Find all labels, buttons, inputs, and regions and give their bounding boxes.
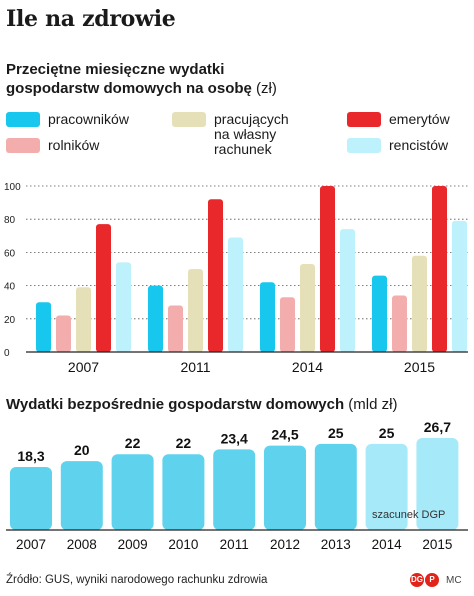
bar-2009 bbox=[111, 454, 154, 530]
bar-rolników-2015 bbox=[392, 295, 407, 352]
bar-2011 bbox=[213, 449, 256, 530]
bar-pracowników-2011 bbox=[148, 285, 163, 352]
legend-label: rolników bbox=[48, 137, 100, 153]
bar-2012 bbox=[264, 445, 306, 530]
data-label: 18,3 bbox=[17, 448, 44, 464]
bar-rolników-2014 bbox=[280, 297, 295, 352]
x-tick-label: 2009 bbox=[118, 537, 148, 552]
data-label: 25 bbox=[328, 425, 344, 441]
legend-item-emerytow: emerytów bbox=[347, 112, 450, 127]
logo-mark-p: P bbox=[425, 573, 439, 587]
main-title: Ile na zdrowie bbox=[6, 6, 176, 32]
data-label: 25 bbox=[379, 425, 395, 441]
bar-rolników-2007 bbox=[56, 315, 71, 352]
bar-2008 bbox=[60, 461, 103, 530]
y-tick-label: 0 bbox=[4, 348, 10, 359]
bar-pracowników-2015 bbox=[372, 275, 387, 352]
legend-label: pracowników bbox=[48, 111, 129, 127]
legend-label: pracujących na własny rachunek bbox=[214, 111, 289, 157]
chart2-title: Wydatki bezpośrednie gospodarstw domowyc… bbox=[6, 396, 397, 413]
logo-mark-dg: DG bbox=[410, 573, 424, 587]
x-tick-label: 2011 bbox=[180, 359, 210, 375]
x-tick-label: 2014 bbox=[372, 537, 403, 552]
bar-rencistów-2007 bbox=[116, 262, 131, 352]
chart1-legend: pracowników pracujących na własny rachun… bbox=[0, 110, 474, 180]
bar-pracujących-2015 bbox=[412, 255, 427, 352]
x-tick-label: 2007 bbox=[16, 537, 46, 552]
x-tick-label: 2008 bbox=[67, 537, 97, 552]
bar-pracowników-2007 bbox=[36, 302, 51, 352]
legend-label: emerytów bbox=[389, 111, 450, 127]
legend-item-pracujacych: pracujących na własny rachunek bbox=[172, 112, 289, 157]
bar-rencistów-2015 bbox=[452, 220, 467, 352]
chart2-title-text: Wydatki bezpośrednie gospodarstw domowyc… bbox=[6, 396, 345, 413]
x-tick-label: 2010 bbox=[168, 537, 198, 552]
x-tick-label: 2013 bbox=[321, 537, 351, 552]
bar-rencistów-2011 bbox=[228, 237, 243, 352]
estimate-note: szacunek DGP bbox=[372, 509, 446, 521]
y-tick-label: 40 bbox=[4, 282, 16, 293]
data-label: 24,5 bbox=[271, 427, 298, 443]
bar-pracujących-2014 bbox=[300, 264, 315, 352]
y-tick-label: 100 bbox=[4, 182, 21, 193]
legend-swatch bbox=[172, 112, 206, 127]
bar-2007 bbox=[10, 466, 52, 530]
x-tick-label: 2015 bbox=[404, 359, 435, 375]
chart1-title-unit: (zł) bbox=[256, 80, 277, 97]
legend-swatch bbox=[347, 112, 381, 127]
data-label: 26,7 bbox=[424, 419, 451, 435]
bar-emerytów-2007 bbox=[96, 224, 111, 352]
legend-item-rencistow: rencistów bbox=[347, 138, 448, 153]
legend-swatch bbox=[6, 138, 40, 153]
chart1-svg: 0 20 40 60 80 100 2007 2011 2014 2015 bbox=[4, 182, 468, 375]
bar-2013 bbox=[314, 443, 357, 530]
source-text: Źródło: GUS, wyniki narodowego rachunku … bbox=[6, 574, 268, 586]
bar-2010 bbox=[162, 454, 205, 530]
x-tick-label: 2007 bbox=[68, 359, 99, 375]
y-tick-label: 80 bbox=[4, 215, 16, 226]
chart1-title-text: Przeciętne miesięczne wydatki gospodarst… bbox=[6, 61, 252, 97]
data-label: 23,4 bbox=[221, 430, 248, 446]
legend-swatch bbox=[6, 112, 40, 127]
legend-item-rolnikow: rolników bbox=[6, 138, 99, 153]
bar-emerytów-2011 bbox=[208, 199, 223, 352]
bar-2015 bbox=[416, 438, 459, 530]
bar-2014 bbox=[365, 443, 408, 530]
data-label: 22 bbox=[176, 435, 192, 451]
data-label: 20 bbox=[74, 442, 90, 458]
bar-pracujących-2007 bbox=[76, 287, 91, 352]
bar-pracujących-2011 bbox=[188, 269, 203, 352]
bar-rolników-2011 bbox=[168, 305, 183, 352]
legend-item-pracownikow: pracowników bbox=[6, 112, 129, 127]
publisher-logo: DG P MC bbox=[410, 573, 462, 587]
bar-emerytów-2014 bbox=[320, 186, 335, 352]
y-tick-label: 20 bbox=[4, 315, 16, 326]
chart2-svg: 18,3 2007 20 2008 22 2009 22 2010 23,4 2011 24,5 20… bbox=[6, 419, 468, 552]
data-label: 22 bbox=[125, 435, 141, 451]
x-tick-label: 2015 bbox=[422, 537, 452, 552]
x-tick-label: 2012 bbox=[270, 537, 300, 552]
x-tick-label: 2014 bbox=[292, 359, 323, 375]
legend-swatch bbox=[347, 138, 381, 153]
bar-emerytów-2015 bbox=[432, 186, 447, 352]
x-tick-label: 2011 bbox=[220, 537, 249, 552]
author-initials: MC bbox=[446, 574, 462, 586]
bar-pracowników-2014 bbox=[260, 282, 275, 352]
legend-label: rencistów bbox=[389, 137, 449, 153]
y-tick-label: 60 bbox=[4, 248, 16, 259]
chart1-title: Przeciętne miesięczne wydatki gospodarst… bbox=[6, 60, 306, 98]
chart2-title-unit: (mld zł) bbox=[348, 396, 398, 413]
bar-rencistów-2014 bbox=[340, 229, 355, 352]
